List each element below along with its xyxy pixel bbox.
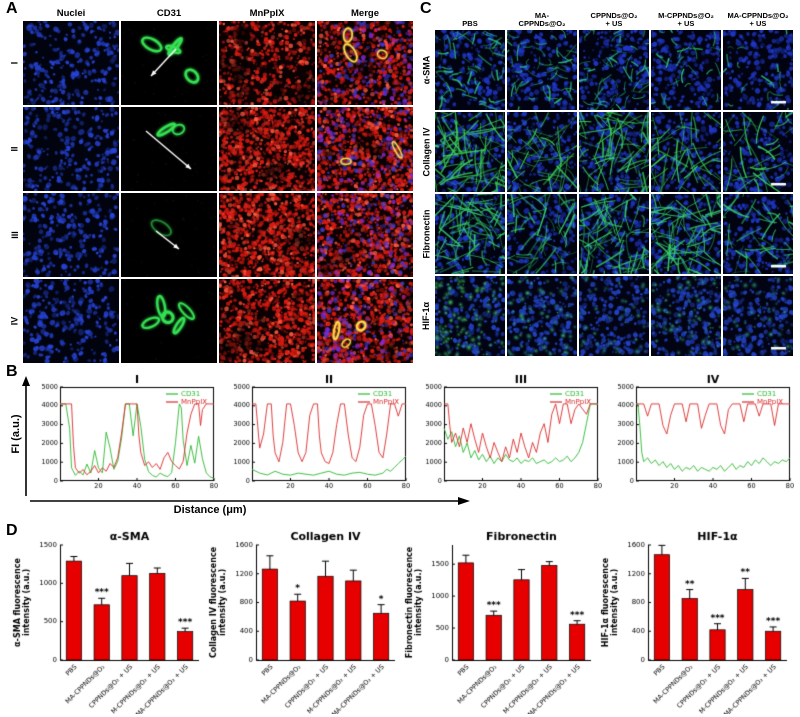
column-header: MA- CPPNDs@O₂: [518, 10, 566, 28]
micrograph: [435, 30, 505, 110]
micrograph: [435, 276, 505, 356]
micrograph: [435, 194, 505, 274]
micrograph: [23, 21, 119, 105]
micrograph: [317, 279, 413, 363]
bar-chart-asma: [12, 528, 205, 714]
panel-c-label: C: [420, 0, 432, 17]
micrograph: [651, 276, 721, 356]
micrograph: [723, 112, 793, 192]
micrograph: [507, 30, 577, 110]
column-header: MA-CPPNDs@O₂ + US: [727, 10, 789, 28]
column-header: Merge: [351, 7, 379, 19]
micrograph: [435, 112, 505, 192]
micrograph: [317, 107, 413, 191]
row-label: IV: [9, 316, 20, 326]
micrograph: [121, 21, 217, 105]
column-header: PBS: [462, 18, 478, 28]
micrograph: [121, 279, 217, 363]
fi-axis-arrow: [22, 376, 30, 496]
micrograph: [651, 30, 721, 110]
panel-a-label: A: [6, 0, 18, 17]
column-header: Nuclei: [56, 7, 86, 19]
micrograph: [579, 194, 649, 274]
micrograph: [723, 30, 793, 110]
bar-chart-fibronectin: [404, 528, 597, 714]
panel-b-label: B: [6, 363, 18, 380]
distance-axis-label: Distance (μm): [173, 504, 247, 516]
micrograph: [579, 112, 649, 192]
distance-axis-arrow: [30, 497, 470, 505]
micrograph: [121, 193, 217, 277]
micrograph: [723, 276, 793, 356]
column-header: MnPpIX: [249, 7, 285, 19]
micrograph: [23, 193, 119, 277]
row-label: II: [9, 146, 20, 152]
micrograph: [219, 279, 315, 363]
line-chart-roi-1: [30, 372, 218, 496]
micrograph: [507, 112, 577, 192]
row-label: Fibronectin: [421, 209, 432, 259]
bar-chart-hif: [600, 528, 793, 714]
row-label: α-SMA: [421, 55, 432, 85]
micrograph: [219, 21, 315, 105]
column-header: CD31: [156, 7, 182, 19]
micrograph: [507, 194, 577, 274]
micrograph: [651, 194, 721, 274]
line-chart-roi-4: [606, 372, 794, 496]
micrograph: [651, 112, 721, 192]
panel-c-grid: PBS MA- CPPNDs@O₂ CPPNDs@O₂ + US M-CPPNDs@O₂ +…: [420, 4, 793, 356]
micrograph: [23, 279, 119, 363]
micrograph: [723, 194, 793, 274]
row-label: I: [9, 61, 20, 65]
bar-charts-row: [12, 528, 793, 714]
line-chart-roi-3: [414, 372, 602, 496]
row-label: III: [9, 231, 20, 239]
panel-d-label: D: [6, 522, 18, 539]
line-chart-roi-2: [222, 372, 410, 496]
column-header: M-CPPNDs@O₂ + US: [658, 10, 714, 28]
column-header: CPPNDs@O₂ + US: [590, 10, 638, 28]
micrograph: [579, 30, 649, 110]
micrograph: [121, 107, 217, 191]
row-label: Collagen IV: [421, 127, 432, 177]
micrograph: [219, 107, 315, 191]
micrograph: [317, 193, 413, 277]
micrograph: [579, 276, 649, 356]
micrograph: [219, 193, 315, 277]
row-label: HIF-1α: [421, 301, 432, 331]
line-charts-row: [30, 372, 794, 496]
micrograph: [23, 107, 119, 191]
micrograph: [317, 21, 413, 105]
micrograph: [507, 276, 577, 356]
panel-a-grid: Nuclei CD31 MnPpIX Merge I II III IV: [8, 4, 413, 363]
bar-chart-collagen: [208, 528, 401, 714]
